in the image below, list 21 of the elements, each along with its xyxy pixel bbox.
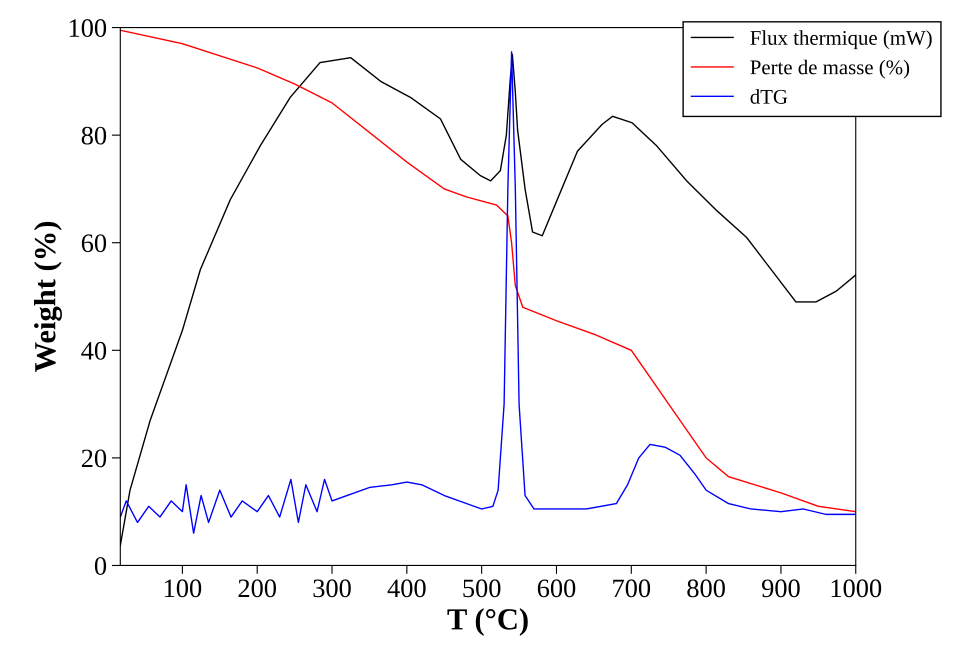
y-tick-label: 80 [82,126,106,145]
x-tick-label: 1000 [832,579,882,598]
legend-label: dTG [750,89,788,104]
legend-label: Flux thermique (mW) [750,30,932,50]
x-tick-label: 200 [238,579,276,598]
x-tick-label: 700 [613,579,650,598]
x-tick-label: 600 [538,579,576,598]
y-tick-label: 40 [81,342,106,360]
x-tick-label: 500 [463,579,500,598]
legend-label: Perte de masse (%) [750,60,910,79]
y-axis-title: Weight (%) [34,222,62,372]
y-tick-label: 0 [94,557,106,575]
x-tick-label: 800 [687,579,725,598]
x-tick-label: 100 [164,579,202,598]
x-tick-label: 300 [314,579,351,598]
y-tick-label: 100 [70,19,106,37]
x-tick-label: 900 [762,579,800,598]
y-tick-label: 60 [82,234,106,252]
y-tick-label: 20 [82,449,106,468]
x-tick-label: 400 [388,579,426,598]
x-axis-title: T (°C) [447,608,528,636]
